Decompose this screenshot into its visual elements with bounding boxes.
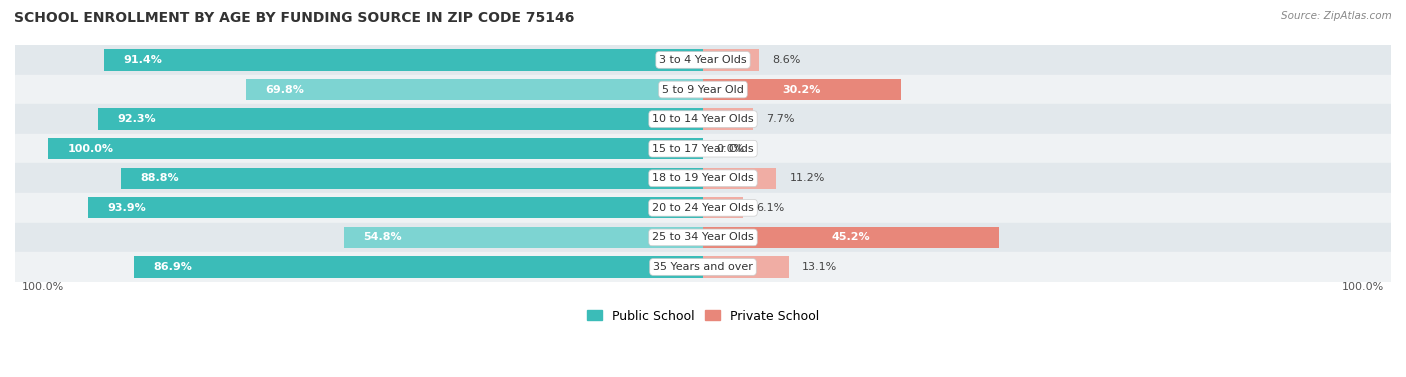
Bar: [15, 252, 1391, 282]
Legend: Public School, Private School: Public School, Private School: [582, 305, 824, 328]
Text: 13.1%: 13.1%: [801, 262, 837, 272]
Text: 88.8%: 88.8%: [141, 173, 180, 183]
Text: SCHOOL ENROLLMENT BY AGE BY FUNDING SOURCE IN ZIP CODE 75146: SCHOOL ENROLLMENT BY AGE BY FUNDING SOUR…: [14, 11, 575, 25]
Text: Source: ZipAtlas.com: Source: ZipAtlas.com: [1281, 11, 1392, 21]
Text: 15 to 17 Year Olds: 15 to 17 Year Olds: [652, 144, 754, 154]
Text: 100.0%: 100.0%: [1343, 282, 1385, 292]
Bar: [98, 109, 703, 130]
Bar: [703, 256, 789, 277]
Text: 45.2%: 45.2%: [832, 232, 870, 242]
Bar: [15, 45, 1391, 75]
Text: 11.2%: 11.2%: [790, 173, 825, 183]
Bar: [703, 168, 776, 189]
Text: 69.8%: 69.8%: [266, 84, 304, 95]
Text: 91.4%: 91.4%: [124, 55, 163, 65]
Bar: [15, 134, 1391, 164]
Bar: [15, 75, 1391, 104]
Text: 8.6%: 8.6%: [772, 55, 801, 65]
Bar: [703, 227, 1000, 248]
Bar: [15, 222, 1391, 252]
Text: 54.8%: 54.8%: [364, 232, 402, 242]
Bar: [703, 109, 754, 130]
Text: 30.2%: 30.2%: [783, 84, 821, 95]
Bar: [703, 49, 759, 70]
Text: 25 to 34 Year Olds: 25 to 34 Year Olds: [652, 232, 754, 242]
Bar: [344, 227, 703, 248]
Bar: [15, 104, 1391, 134]
Bar: [15, 164, 1391, 193]
Text: 100.0%: 100.0%: [21, 282, 63, 292]
Text: 5 to 9 Year Old: 5 to 9 Year Old: [662, 84, 744, 95]
Text: 86.9%: 86.9%: [153, 262, 193, 272]
Bar: [134, 256, 703, 277]
Bar: [703, 79, 901, 100]
Bar: [121, 168, 703, 189]
Text: 92.3%: 92.3%: [118, 114, 156, 124]
Bar: [15, 193, 1391, 222]
Text: 18 to 19 Year Olds: 18 to 19 Year Olds: [652, 173, 754, 183]
Text: 10 to 14 Year Olds: 10 to 14 Year Olds: [652, 114, 754, 124]
Text: 6.1%: 6.1%: [756, 203, 785, 213]
Bar: [48, 138, 703, 159]
Text: 20 to 24 Year Olds: 20 to 24 Year Olds: [652, 203, 754, 213]
Text: 93.9%: 93.9%: [107, 203, 146, 213]
Bar: [703, 197, 742, 219]
Text: 35 Years and over: 35 Years and over: [652, 262, 754, 272]
Text: 3 to 4 Year Olds: 3 to 4 Year Olds: [659, 55, 747, 65]
Text: 100.0%: 100.0%: [67, 144, 114, 154]
Text: 7.7%: 7.7%: [766, 114, 794, 124]
Bar: [104, 49, 703, 70]
Bar: [87, 197, 703, 219]
Bar: [246, 79, 703, 100]
Text: 0.0%: 0.0%: [716, 144, 744, 154]
